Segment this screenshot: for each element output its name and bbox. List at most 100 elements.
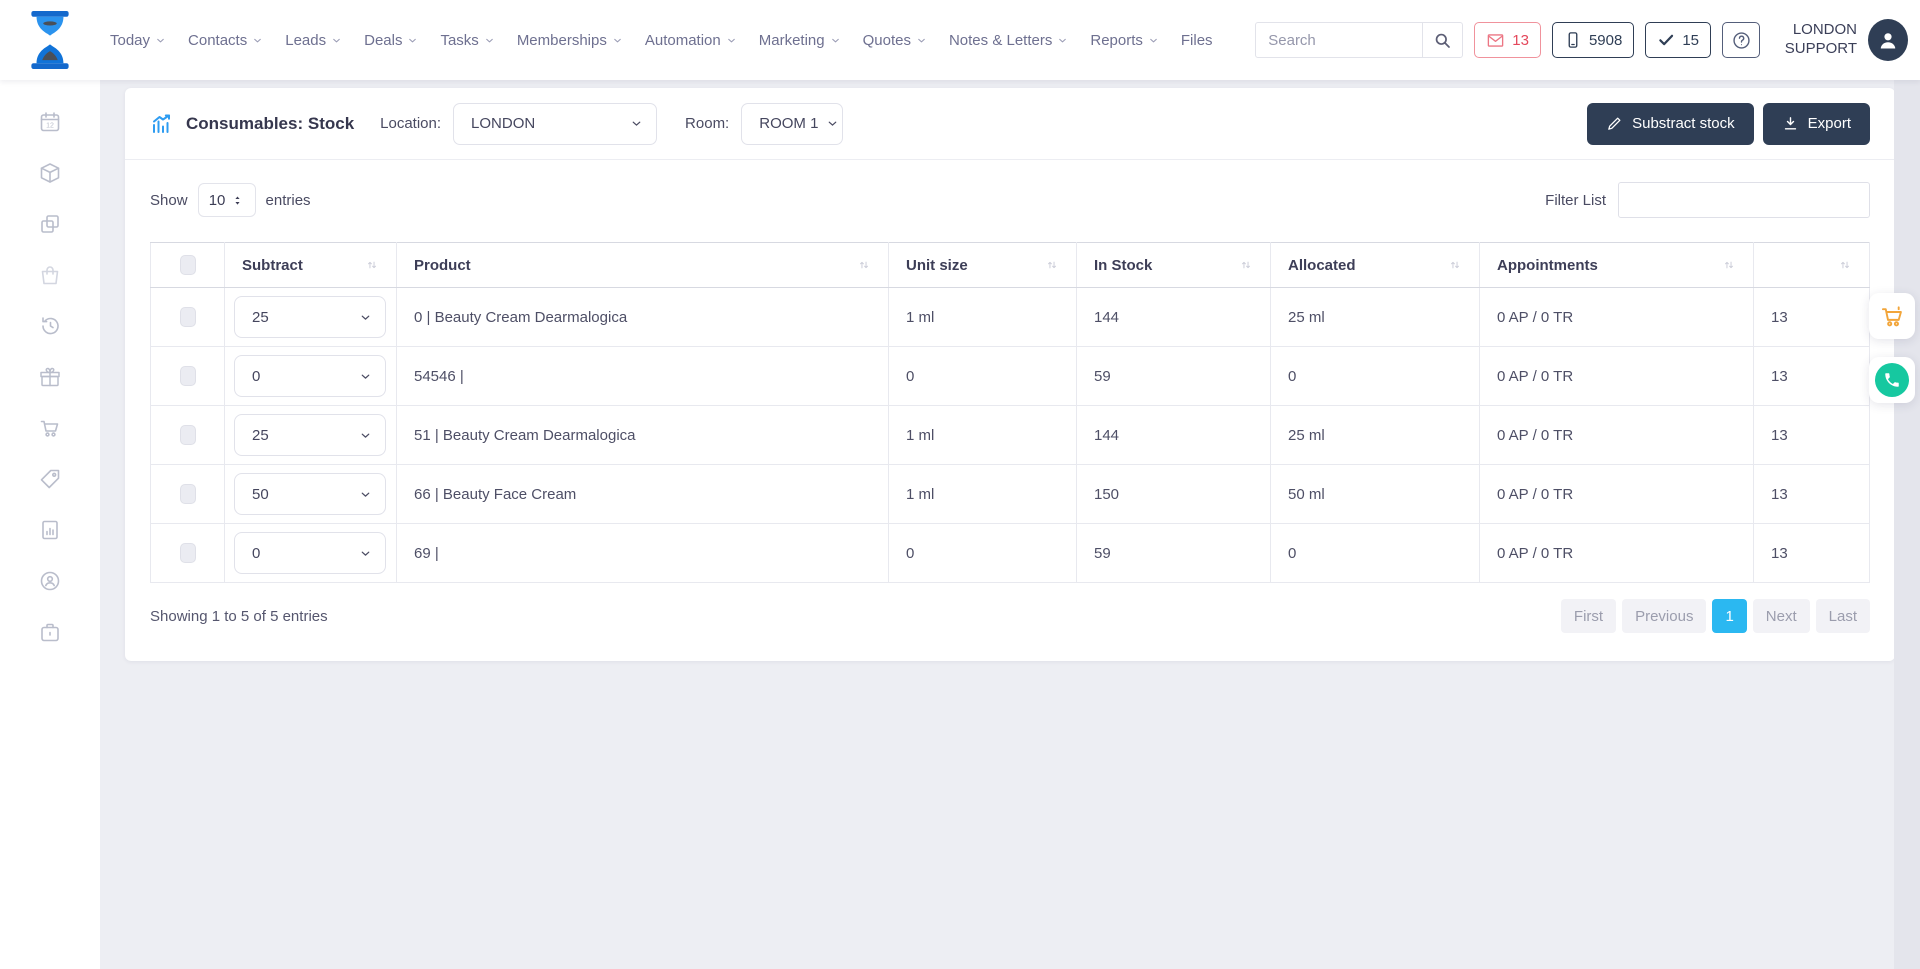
column-header-in-stock[interactable]: In Stock (1076, 242, 1271, 288)
subtract-cell: 25 (224, 405, 397, 465)
page-size-select[interactable]: 10 (197, 183, 256, 217)
select-all-checkbox[interactable] (179, 255, 196, 275)
messages-badge[interactable]: 13 (1474, 22, 1541, 58)
sidebar-item-history[interactable] (38, 314, 62, 338)
column-label: Product (414, 256, 471, 274)
appointments-cell: 0 AP / 0 TR (1479, 346, 1754, 406)
column-header-product[interactable]: Product (396, 242, 889, 288)
page-btn-first[interactable]: First (1560, 599, 1617, 633)
column-header-unit-size[interactable]: Unit size (888, 242, 1077, 288)
export-button[interactable]: Export (1762, 102, 1870, 145)
mobile-icon (1564, 31, 1582, 49)
nav-item-quotes[interactable]: Quotes (863, 32, 927, 49)
subtract-select[interactable]: 0 (234, 355, 386, 397)
chevron-down-icon (155, 35, 166, 46)
nav-item-today[interactable]: Today (110, 32, 166, 49)
scroll-strip[interactable] (1894, 80, 1920, 969)
main-content: Consumables: Stock Location: LONDON Room… (100, 80, 1920, 969)
sidebar-item-shopping-bag[interactable] (38, 263, 62, 287)
main-nav: Today Contacts Leads Deals Tasks Memberships A… (110, 32, 1213, 49)
nav-item-reports[interactable]: Reports (1090, 32, 1159, 49)
subtract-select[interactable]: 25 (234, 414, 386, 456)
shopping-bag-icon (38, 263, 62, 287)
sidebar-item-copy[interactable] (38, 212, 62, 236)
app-logo[interactable] (0, 10, 100, 70)
subtract-select[interactable]: 25 (234, 296, 386, 338)
show-entries-group: Show 10 entries (150, 183, 311, 217)
panel-body: Show 10 entries Filter List (125, 160, 1895, 661)
nav-item-files[interactable]: Files (1181, 32, 1213, 49)
chevron-down-icon (359, 429, 372, 442)
page-btn-last[interactable]: Last (1815, 599, 1870, 633)
chevron-down-icon (630, 117, 643, 130)
subtract-stock-button[interactable]: Substract stock (1587, 102, 1754, 145)
row-checkbox[interactable] (179, 366, 196, 386)
nav-item-memberships[interactable]: Memberships (517, 32, 623, 49)
avatar[interactable] (1868, 19, 1908, 61)
nav-item-automation[interactable]: Automation (645, 32, 737, 49)
filter-label: Filter List (1545, 191, 1606, 209)
messages-count: 13 (1512, 31, 1529, 49)
nav-item-label: Notes & Letters (948, 31, 1053, 49)
in-stock-cell: 59 (1076, 346, 1271, 406)
appointments-cell: 0 AP / 0 TR (1479, 523, 1754, 583)
column-header-count[interactable] (1753, 242, 1870, 288)
unit-size-cell: 0 (888, 523, 1077, 583)
column-header-subtract[interactable]: Subtract (224, 242, 397, 288)
subtract-value: 25 (252, 426, 269, 444)
sidebar-item-support[interactable] (38, 569, 62, 593)
help-button[interactable] (1722, 22, 1760, 58)
subtract-stock-label: Substract stock (1632, 115, 1735, 132)
nav-item-label: Tasks (440, 31, 479, 49)
nav-item-notes-letters[interactable]: Notes & Letters (949, 32, 1068, 49)
table-controls: Show 10 entries Filter List (150, 182, 1870, 218)
appointments-cell: 0 AP / 0 TR (1479, 287, 1754, 347)
nav-item-tasks[interactable]: Tasks (440, 32, 494, 49)
search-input[interactable] (1256, 31, 1423, 49)
calls-badge[interactable]: 5908 (1551, 22, 1635, 58)
location-select[interactable]: LONDON (453, 102, 658, 145)
nav-item-label: Quotes (862, 31, 911, 49)
column-header-select-all[interactable] (150, 242, 225, 288)
row-checkbox[interactable] (179, 425, 196, 445)
column-label: Allocated (1288, 256, 1356, 274)
row-checkbox-cell (150, 523, 225, 583)
tasks-badge[interactable]: 15 (1645, 22, 1711, 58)
sidebar-item-price-tag[interactable] (38, 467, 62, 491)
nav-item-contacts[interactable]: Contacts (188, 32, 263, 49)
subtract-value: 0 (252, 544, 261, 562)
nav-item-deals[interactable]: Deals (364, 32, 418, 49)
person-icon (1876, 28, 1900, 52)
tasks-count: 15 (1682, 31, 1699, 49)
search-icon[interactable] (1422, 23, 1462, 57)
sidebar-item-gift[interactable] (38, 365, 62, 389)
sidebar-item-calendar[interactable]: 12 (38, 110, 62, 134)
room-select[interactable]: ROOM 1 (741, 102, 844, 145)
nav-item-leads[interactable]: Leads (285, 32, 342, 49)
row-checkbox[interactable] (179, 484, 196, 504)
subtract-select[interactable]: 0 (234, 532, 386, 574)
chevron-down-icon (407, 35, 418, 46)
nav-item-marketing[interactable]: Marketing (759, 32, 841, 49)
sidebar-item-briefcase[interactable] (38, 620, 62, 644)
subtract-select[interactable]: 50 (234, 473, 386, 515)
chevron-down-icon (359, 311, 372, 324)
floating-cart-button[interactable] (1869, 293, 1915, 339)
page-btn-1[interactable]: 1 (1712, 599, 1747, 633)
row-checkbox[interactable] (179, 307, 196, 327)
page-btn-next[interactable]: Next (1752, 599, 1810, 633)
subtract-cell: 0 (224, 523, 397, 583)
filter-input[interactable] (1618, 182, 1870, 218)
sidebar-item-cart[interactable] (38, 416, 62, 440)
allocated-cell: 25 ml (1270, 287, 1480, 347)
box-icon (38, 161, 62, 185)
sidebar-item-report[interactable] (38, 518, 62, 542)
floating-phone-button[interactable] (1869, 357, 1915, 403)
column-header-appointments[interactable]: Appointments (1479, 242, 1754, 288)
table-row: 25 51 | Beauty Cream Dearmalogica 1 ml 144 2… (150, 405, 1870, 465)
row-checkbox[interactable] (179, 543, 196, 563)
sidebar-item-box[interactable] (38, 161, 62, 185)
in-stock-cell: 144 (1076, 405, 1271, 465)
column-header-allocated[interactable]: Allocated (1270, 242, 1480, 288)
page-btn-previous[interactable]: Previous (1622, 599, 1707, 633)
